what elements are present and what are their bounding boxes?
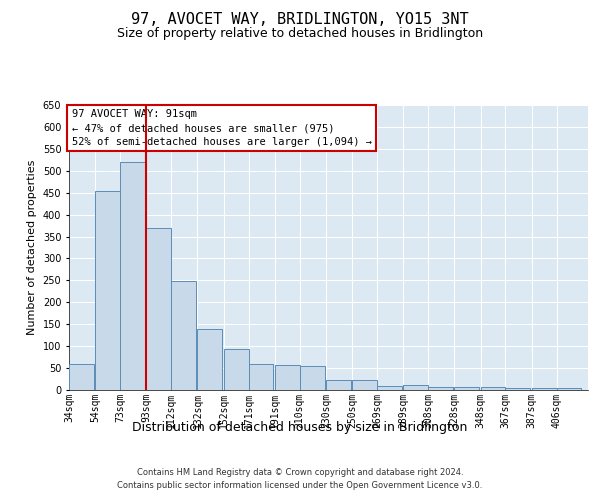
Bar xyxy=(69,364,94,390)
Bar xyxy=(299,366,325,390)
Bar xyxy=(120,162,145,390)
Text: Distribution of detached houses by size in Bridlington: Distribution of detached houses by size … xyxy=(133,421,467,434)
Bar xyxy=(428,387,453,390)
Bar xyxy=(275,365,299,390)
Bar xyxy=(481,388,505,390)
Text: 97, AVOCET WAY, BRIDLINGTON, YO15 3NT: 97, AVOCET WAY, BRIDLINGTON, YO15 3NT xyxy=(131,12,469,28)
Bar xyxy=(352,380,377,390)
Bar xyxy=(403,385,428,390)
Bar xyxy=(95,190,120,390)
Bar xyxy=(532,388,557,390)
Text: 97 AVOCET WAY: 91sqm
← 47% of detached houses are smaller (975)
52% of semi-deta: 97 AVOCET WAY: 91sqm ← 47% of detached h… xyxy=(71,110,371,148)
Bar xyxy=(557,388,581,390)
Bar xyxy=(326,380,351,390)
Bar xyxy=(171,282,196,390)
Text: Contains HM Land Registry data © Crown copyright and database right 2024.: Contains HM Land Registry data © Crown c… xyxy=(137,468,463,477)
Y-axis label: Number of detached properties: Number of detached properties xyxy=(27,160,37,335)
Bar xyxy=(146,228,171,390)
Text: Size of property relative to detached houses in Bridlington: Size of property relative to detached ho… xyxy=(117,28,483,40)
Bar xyxy=(197,328,223,390)
Bar xyxy=(505,388,530,390)
Text: Contains public sector information licensed under the Open Government Licence v3: Contains public sector information licen… xyxy=(118,480,482,490)
Bar xyxy=(248,364,274,390)
Bar xyxy=(454,388,479,390)
Bar xyxy=(377,386,402,390)
Bar xyxy=(224,349,248,390)
